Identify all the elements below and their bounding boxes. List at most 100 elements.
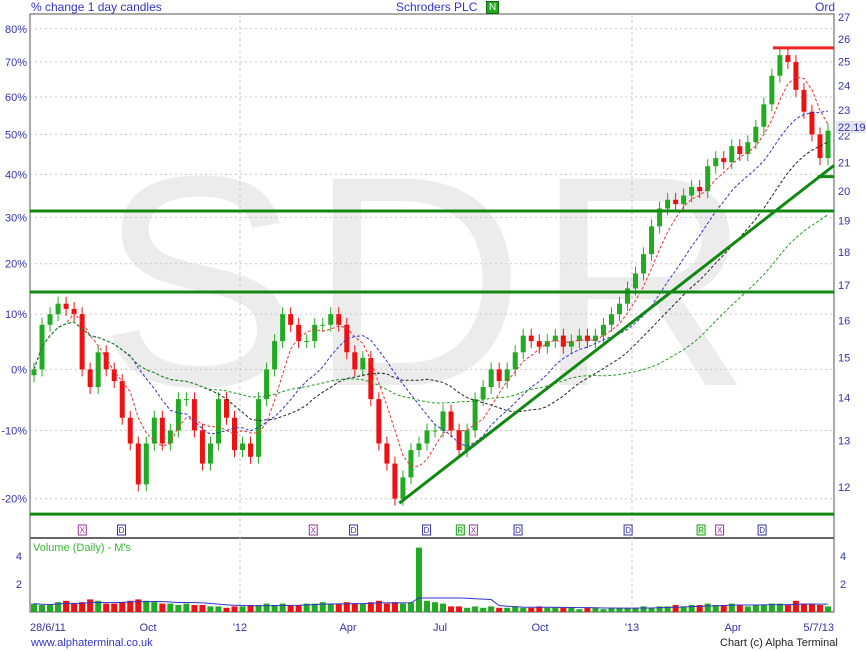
candle xyxy=(520,335,526,353)
candle xyxy=(616,303,622,315)
candle xyxy=(512,352,518,370)
volume-bar xyxy=(472,606,479,612)
candle xyxy=(215,399,221,444)
candle xyxy=(119,381,125,418)
candle xyxy=(191,399,197,431)
moving-average-5 xyxy=(33,76,829,467)
volume-bar xyxy=(303,603,310,612)
volume-bar xyxy=(351,603,358,612)
candle xyxy=(47,314,53,325)
share-class-label: Ord xyxy=(815,0,836,14)
y-right-tick: 14 xyxy=(838,393,850,405)
candle xyxy=(528,335,534,342)
volume-bar xyxy=(616,607,623,612)
candle xyxy=(769,75,775,105)
volume-bar xyxy=(423,600,430,612)
y-right-tick: 19 xyxy=(838,216,850,228)
y-left-tick: -20% xyxy=(1,494,27,506)
event-marker-label: D xyxy=(351,526,357,535)
y-left-tick: 80% xyxy=(5,24,27,36)
y-left-tick: -10% xyxy=(1,425,27,437)
volume-bar xyxy=(728,603,735,612)
volume-bar xyxy=(688,605,695,612)
y-left-tick: 70% xyxy=(5,57,27,69)
volume-bar xyxy=(520,607,527,612)
event-marker-X xyxy=(308,524,318,536)
candle xyxy=(103,352,109,370)
candle xyxy=(55,303,61,315)
volume-bar xyxy=(215,606,222,612)
event-marker-X xyxy=(77,524,87,536)
event-marker-label: X xyxy=(311,526,317,535)
candle xyxy=(384,443,390,464)
candle xyxy=(336,314,342,325)
volume-bar xyxy=(536,606,543,612)
candle xyxy=(159,417,165,444)
y-right-tick: 27 xyxy=(838,12,850,24)
y-left-tick: 50% xyxy=(5,129,27,141)
candle xyxy=(440,411,446,431)
candle xyxy=(753,126,759,143)
x-tick: 5/7/13 xyxy=(803,622,834,634)
y-left-tick: 10% xyxy=(5,309,27,321)
candle xyxy=(432,430,438,432)
volume-bar xyxy=(664,606,671,612)
volume-bar xyxy=(480,607,487,612)
copyright-label: Chart (c) Alpha Terminal xyxy=(720,637,838,649)
candle xyxy=(552,335,558,342)
candle xyxy=(464,430,470,451)
volume-tick: 4 xyxy=(840,551,846,563)
candle xyxy=(360,357,366,370)
candle xyxy=(39,324,45,370)
volume-bar xyxy=(47,605,54,612)
candle xyxy=(400,477,406,499)
volume-bar xyxy=(359,603,366,612)
candle xyxy=(199,430,205,464)
y-right-tick: 13 xyxy=(838,436,850,448)
volume-bar xyxy=(39,605,46,612)
volume-bar xyxy=(391,602,398,612)
volume-bar xyxy=(367,602,374,612)
event-marker-D xyxy=(623,524,633,536)
volume-bar xyxy=(79,602,86,612)
candle xyxy=(721,158,727,163)
volume-bar xyxy=(335,603,342,612)
candle xyxy=(568,341,574,347)
candle xyxy=(207,443,213,464)
y-right-tick: 23 xyxy=(838,105,850,117)
website-link[interactable]: www.alphaterminal.co.uk xyxy=(31,637,153,649)
trendline xyxy=(398,164,835,505)
volume-bar xyxy=(191,605,198,612)
volume-bar xyxy=(576,609,583,612)
candle xyxy=(288,314,294,325)
volume-bar xyxy=(825,606,831,612)
candle xyxy=(256,399,262,457)
candle xyxy=(280,314,286,342)
watermark: SDR xyxy=(98,113,761,449)
candle xyxy=(777,55,783,76)
y-right-tick: 17 xyxy=(838,280,850,292)
volume-bar xyxy=(808,603,815,612)
y-left-tick: 60% xyxy=(5,92,27,104)
volume-bar xyxy=(680,606,687,612)
volume-bar xyxy=(488,606,495,612)
x-tick: Apr xyxy=(339,622,356,634)
volume-bar xyxy=(456,606,463,612)
volume-bar xyxy=(672,605,679,612)
volume-bar xyxy=(31,603,37,612)
candle xyxy=(175,399,181,431)
candle xyxy=(809,111,815,135)
y-right-tick: 26 xyxy=(838,34,850,46)
volume-bar xyxy=(239,606,246,612)
volume-bar xyxy=(432,602,439,612)
candle xyxy=(649,226,655,255)
event-marker-D xyxy=(757,524,767,536)
volume-bar xyxy=(816,605,823,612)
candle xyxy=(344,324,350,353)
volume-bar xyxy=(584,607,591,612)
volume-bar xyxy=(175,605,182,612)
x-tick: Oct xyxy=(531,622,548,634)
x-tick: Oct xyxy=(139,622,156,634)
y-left-tick: 30% xyxy=(5,212,27,224)
event-marker-label: D xyxy=(119,526,125,535)
